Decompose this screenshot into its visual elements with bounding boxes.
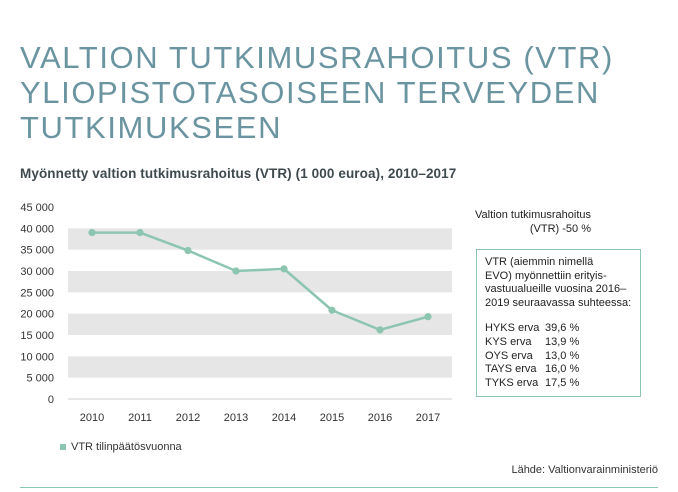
heading-line: VALTION TUTKIMUSRAHOITUS (VTR) — [20, 40, 614, 75]
y-tick-label: 0 — [48, 394, 54, 406]
region-share: 13,0 % — [545, 349, 580, 362]
data-point — [136, 229, 144, 237]
grid-band — [68, 356, 452, 378]
info-box: VTR (aiemmin nimellä EVO) myönnettiin er… — [476, 249, 641, 397]
y-tick-label: 35 000 — [20, 245, 54, 257]
region-share: 13,9 % — [545, 335, 580, 348]
grid-band — [68, 313, 452, 335]
bottom-divider — [20, 487, 658, 488]
region-share: 39,6 % — [545, 322, 580, 335]
y-tick-label: 15 000 — [20, 330, 54, 342]
data-point — [280, 265, 288, 273]
region-name: HYKS erva — [485, 322, 540, 335]
info-intro-line: VTR (aiemmin nimellä — [485, 256, 594, 268]
side-note-line: (VTR) -50 % — [529, 223, 591, 235]
side-note: Valtion tutkimusrahoitus (VTR) -50 % — [468, 208, 591, 236]
region-name: OYS erva — [485, 349, 533, 362]
source-note: Lähde: Valtionvarainministeriö — [511, 464, 658, 476]
data-point — [376, 326, 384, 334]
x-tick-label: 2014 — [272, 412, 296, 424]
chart-legend: VTR tilinpäätösvuonna — [60, 441, 182, 453]
region-name: TAYS erva — [485, 363, 537, 376]
info-intro-line: 2019 seuraavassa suhteessa: — [485, 296, 632, 309]
region-name: KYS erva — [485, 335, 532, 348]
y-tick-label: 10 000 — [20, 351, 54, 363]
info-row: TYKS erva 17,5 % — [485, 377, 632, 391]
y-tick-label: 20 000 — [20, 309, 54, 321]
series-line — [92, 231, 429, 332]
info-intro-line: EVO) myönnettiin erityis- — [485, 269, 607, 282]
y-tick-label: 40 000 — [20, 223, 54, 235]
region-share: 17,5 % — [545, 376, 580, 389]
page-heading: VALTION TUTKIMUSRAHOITUS (VTR) YLIOPISTO… — [20, 40, 660, 145]
info-row: KYS erva 13,9 % — [485, 336, 632, 350]
y-tick-label: 25 000 — [20, 287, 54, 299]
heading-line: YLIOPISTOTASOISEEN TERVEYDEN — [20, 75, 601, 110]
y-tick-label: 45 000 — [20, 202, 54, 214]
info-box-intro: VTR (aiemmin nimellä EVO) myönnettiin er… — [485, 256, 632, 310]
x-tick-label: 2011 — [128, 412, 152, 424]
data-point — [184, 246, 192, 255]
x-tick-label: 2017 — [416, 412, 440, 424]
y-tick-label: 5 000 — [26, 373, 54, 385]
data-point — [232, 267, 240, 275]
y-tick-label: 30 000 — [20, 266, 54, 278]
region-name: TYKS erva — [485, 376, 539, 389]
region-share: 16,0 % — [545, 363, 580, 376]
side-note-line: Valtion tutkimusrahoitus — [475, 209, 591, 221]
info-row: TAYS erva 16,0 % — [485, 363, 632, 377]
data-point — [328, 306, 336, 314]
grid-band — [68, 228, 452, 250]
legend-swatch — [60, 444, 66, 450]
x-tick-label: 2010 — [80, 412, 104, 424]
chart-title: Myönnetty valtion tutkimusrahoitus (VTR)… — [20, 166, 457, 181]
data-point — [88, 229, 96, 237]
x-tick-label: 2013 — [224, 412, 248, 424]
info-row: HYKS erva 39,6 % — [485, 322, 632, 336]
info-intro-line: vastuualueille vuosina 2016– — [485, 283, 627, 296]
data-point — [424, 313, 432, 321]
x-tick-label: 2016 — [368, 412, 392, 424]
x-tick-label: 2012 — [176, 412, 200, 424]
x-tick-label: 2015 — [320, 412, 344, 424]
grid-band — [68, 271, 452, 293]
info-row: OYS erva 13,0 % — [485, 350, 632, 364]
legend-label: VTR tilinpäätösvuonna — [71, 441, 182, 453]
heading-line: TUTKIMUKSEEN — [20, 110, 283, 145]
